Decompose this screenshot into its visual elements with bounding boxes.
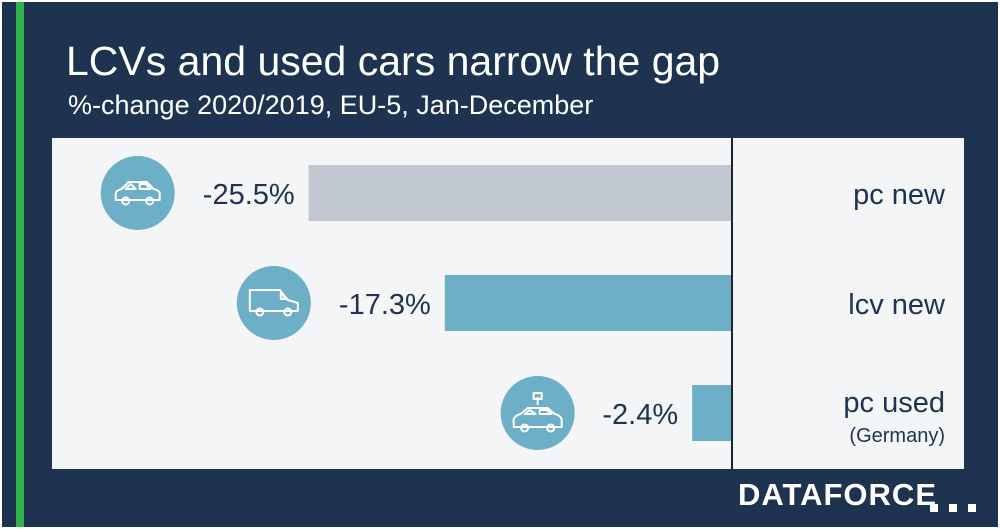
bar xyxy=(444,275,732,331)
icon-circle xyxy=(236,266,311,340)
category-label: pc new xyxy=(853,179,946,211)
chart-title: LCVs and used cars narrow the gap xyxy=(66,38,721,84)
van-body xyxy=(248,289,299,312)
bar xyxy=(308,165,732,221)
car-windows xyxy=(124,183,152,190)
logo-dot xyxy=(930,504,938,512)
chart-panel: -25.5% pc new -17.3% lcv new -2.4% pc used (Ge… xyxy=(52,138,964,469)
wheel xyxy=(546,423,556,433)
category-note: (Germany) xyxy=(849,425,945,447)
logo-text: DATAFORCE xyxy=(738,477,937,512)
data-label: -17.3% xyxy=(339,289,431,321)
car-icon xyxy=(100,156,175,230)
car-body xyxy=(512,407,563,428)
wheel xyxy=(283,307,293,317)
car-body xyxy=(114,181,161,201)
category-label: lcv new xyxy=(848,289,946,321)
logo-dot xyxy=(968,504,976,512)
icon-circle xyxy=(500,376,575,450)
car-windows xyxy=(523,409,553,415)
wheel xyxy=(145,196,155,206)
wheel xyxy=(520,423,530,433)
data-label: -2.4% xyxy=(602,399,678,431)
dataforce-logo: DATAFORCE xyxy=(738,472,988,516)
van-window xyxy=(279,291,287,300)
data-label: -25.5% xyxy=(203,179,295,211)
used-car-icon xyxy=(500,376,575,450)
price-tag xyxy=(532,392,543,405)
icon-circle xyxy=(100,156,175,230)
logo-dot xyxy=(949,504,957,512)
bar xyxy=(692,385,732,441)
accent-bar xyxy=(16,2,24,527)
wheel xyxy=(121,196,131,206)
van-icon xyxy=(236,266,311,340)
chart-subtitle: %-change 2020/2019, EU-5, Jan-December xyxy=(68,90,594,120)
wheel xyxy=(255,307,265,317)
category-label: pc used xyxy=(843,387,945,419)
bar-chart: -25.5% pc new -17.3% lcv new -2.4% pc used (Ge… xyxy=(100,138,946,469)
